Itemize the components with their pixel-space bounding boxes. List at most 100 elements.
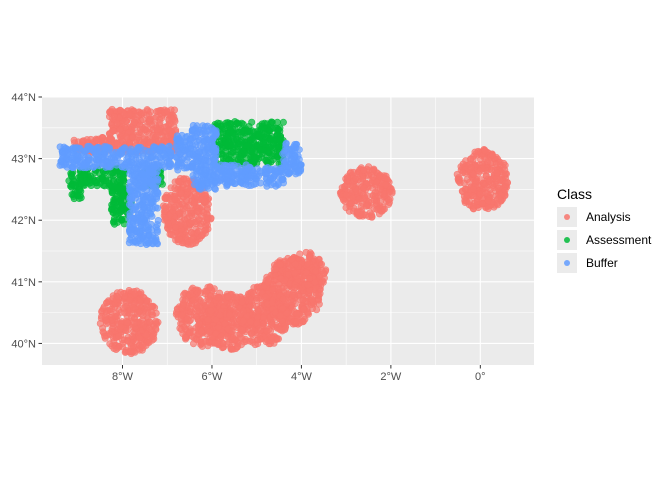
data-point [296, 250, 304, 258]
data-point [109, 127, 117, 135]
data-point [202, 166, 210, 174]
data-point [264, 278, 272, 286]
data-point [161, 195, 169, 203]
data-point [155, 153, 163, 161]
data-point [70, 158, 78, 166]
data-point [136, 301, 144, 309]
data-point [138, 341, 146, 349]
data-point [469, 185, 477, 193]
data-points [56, 105, 511, 358]
data-point [477, 176, 485, 184]
data-point [156, 119, 164, 127]
data-point [201, 226, 209, 234]
data-point [106, 108, 114, 116]
data-point [119, 192, 127, 200]
data-point [128, 332, 136, 340]
data-point [226, 163, 234, 171]
data-point [67, 171, 75, 179]
data-point [146, 318, 154, 326]
data-point [302, 269, 310, 277]
data-point [205, 328, 213, 336]
data-point [204, 316, 212, 324]
legend-key-swatch [564, 260, 570, 266]
data-point [106, 306, 114, 314]
data-point [213, 339, 221, 347]
data-point [153, 226, 161, 234]
data-point [131, 319, 139, 327]
data-point [99, 328, 107, 336]
data-point [302, 248, 310, 256]
data-point [484, 197, 492, 205]
data-point [179, 146, 187, 154]
data-point [193, 301, 201, 309]
data-point [71, 144, 79, 152]
data-point [113, 193, 121, 201]
x-tick-label: 2°W [380, 371, 402, 383]
data-point [212, 329, 220, 337]
y-tick-label: 44°N [11, 92, 36, 104]
data-point [291, 269, 299, 277]
data-point [466, 155, 474, 163]
data-point [255, 130, 263, 138]
data-point [231, 300, 239, 308]
legend-label: Buffer [586, 256, 618, 270]
x-tick-label: 0° [475, 371, 486, 383]
y-tick-label: 41°N [11, 277, 36, 289]
data-point [136, 334, 144, 342]
data-point [135, 145, 143, 153]
data-point [467, 164, 475, 172]
data-point [268, 299, 276, 307]
data-point [234, 128, 242, 136]
data-point [315, 296, 323, 304]
legend: Class Analysis Assessment Buffer [557, 186, 652, 273]
data-point [280, 156, 288, 164]
data-point [131, 118, 139, 126]
data-point [187, 145, 195, 153]
data-point [365, 163, 373, 171]
data-point [117, 323, 125, 331]
data-point [266, 127, 274, 135]
data-point [214, 324, 222, 332]
data-point [152, 324, 160, 332]
data-point [376, 198, 384, 206]
data-point [113, 293, 121, 301]
data-point [146, 204, 154, 212]
data-point [493, 169, 501, 177]
legend-key-swatch [564, 237, 570, 243]
data-point [193, 192, 201, 200]
data-point [249, 166, 257, 174]
data-point [344, 174, 352, 182]
data-point [87, 135, 95, 143]
data-point [380, 205, 388, 213]
data-point [279, 295, 287, 303]
data-point [126, 212, 134, 220]
data-point [266, 340, 274, 348]
data-point [129, 304, 137, 312]
data-point [276, 261, 284, 269]
data-point [466, 197, 474, 205]
data-point [483, 189, 491, 197]
data-point [142, 331, 150, 339]
data-point [156, 145, 164, 153]
data-point [58, 148, 66, 156]
data-point [261, 166, 269, 174]
data-point [106, 331, 114, 339]
data-point [189, 296, 197, 304]
data-point [279, 118, 287, 126]
data-point [382, 181, 390, 189]
data-point [126, 178, 134, 186]
data-point [172, 223, 180, 231]
data-point [248, 330, 256, 338]
data-point [120, 169, 128, 177]
data-point [370, 196, 378, 204]
data-point [282, 169, 290, 177]
data-point [126, 348, 134, 356]
data-point [148, 212, 156, 220]
data-point [170, 203, 178, 211]
data-point [260, 147, 268, 155]
data-point [217, 166, 225, 174]
data-point [198, 232, 206, 240]
data-point [308, 296, 316, 304]
data-point [198, 182, 206, 190]
data-point [238, 137, 246, 145]
